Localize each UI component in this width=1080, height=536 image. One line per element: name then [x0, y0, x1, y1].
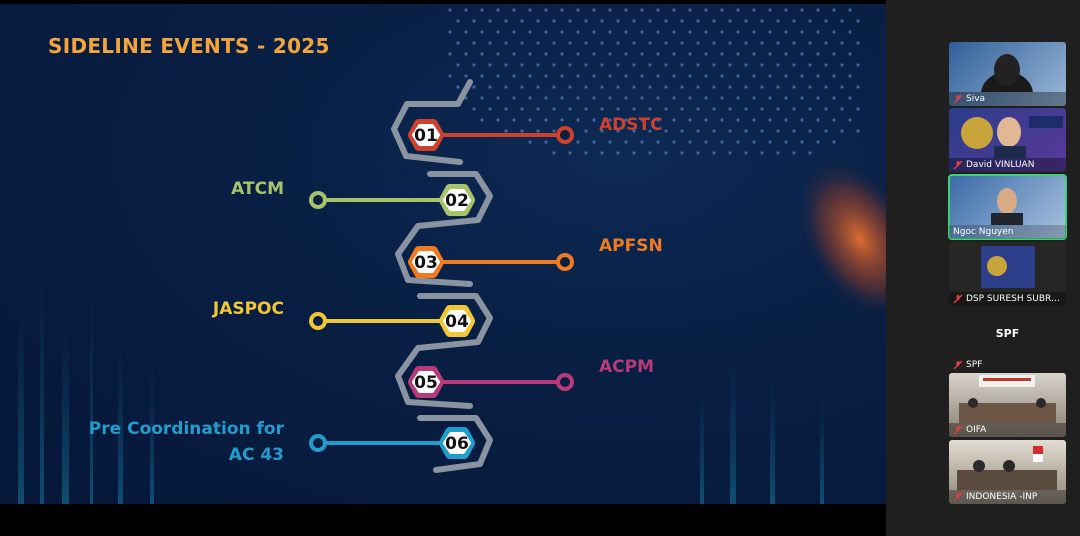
- mic-off-icon: [953, 94, 963, 104]
- participant-name: Siva: [966, 94, 986, 104]
- participant-name: INDONESIA -INP: [966, 492, 1038, 502]
- video-feed: [981, 246, 1035, 288]
- participant-tile-indonesia-inp[interactable]: INDONESIA -INP: [949, 440, 1066, 504]
- event-end-point: [309, 191, 327, 209]
- event-end-point: [556, 373, 574, 391]
- participant-name: OIFA: [966, 425, 987, 435]
- video-feed: [991, 188, 1023, 225]
- participant-tile-oifa[interactable]: OIFA: [949, 373, 1066, 437]
- participant-namebar: Siva: [949, 92, 1066, 106]
- timeline-graphic: 01 02 03 04 05 06: [309, 79, 574, 473]
- event-label-apfsn: APFSN: [599, 236, 663, 256]
- participant-name: SPF: [966, 360, 983, 370]
- event-node-06: [309, 427, 475, 459]
- participant-namebar: Ngoc Nguyen: [949, 225, 1066, 239]
- event-number: 01: [414, 126, 438, 146]
- participant-name: David VINLUAN: [966, 160, 1035, 170]
- participant-namebar: DSP SURESH SUBRAM...: [949, 292, 1066, 306]
- video-feed: [981, 54, 1033, 92]
- shared-slide: SIDELINE EVENTS - 2025: [0, 4, 886, 504]
- mic-off-icon: [953, 425, 963, 435]
- mic-off-icon: [953, 492, 963, 502]
- event-end-point: [309, 434, 327, 452]
- event-label-jaspoc: JASPOC: [212, 299, 284, 319]
- video-feed: [957, 446, 1057, 490]
- event-label-pre-coordination: Pre Coordination for AC 43: [84, 416, 284, 468]
- event-end-point: [556, 126, 574, 144]
- timeline-connector: [395, 171, 493, 287]
- participant-tile-dsp-suresh[interactable]: DSP SURESH SUBRAM...: [949, 242, 1066, 306]
- event-number: 03: [414, 253, 438, 273]
- event-node-02: [309, 184, 475, 216]
- participant-name: DSP SURESH SUBRAM...: [966, 294, 1066, 304]
- participant-tile-david-vinluan[interactable]: David VINLUAN: [949, 108, 1066, 172]
- slide-title: SIDELINE EVENTS - 2025: [48, 34, 330, 58]
- event-number: 06: [445, 434, 469, 454]
- event-end-point: [556, 253, 574, 271]
- participant-display-name: SPF: [995, 326, 1020, 340]
- mic-off-icon: [953, 294, 963, 304]
- participant-tile-ngoc-nguyen[interactable]: Ngoc Nguyen: [948, 174, 1067, 240]
- event-node-04: [309, 305, 475, 337]
- participant-tile-spf[interactable]: SPF SPF: [949, 308, 1066, 372]
- participant-tile-siva[interactable]: Siva: [949, 42, 1066, 106]
- timeline-connector: [395, 293, 493, 409]
- participant-name: Ngoc Nguyen: [953, 227, 1014, 237]
- participant-namebar: David VINLUAN: [949, 158, 1066, 172]
- event-label-line: Pre Coordination for: [88, 419, 284, 439]
- event-number: 04: [445, 312, 469, 332]
- event-node-01: [408, 119, 574, 151]
- mic-off-icon: [953, 360, 963, 370]
- participant-namebar: SPF: [949, 358, 1066, 372]
- event-label-adstc: ADSTC: [599, 115, 663, 135]
- video-feed: [959, 375, 1056, 423]
- event-label-line: AC 43: [228, 445, 284, 465]
- event-number: 05: [414, 373, 438, 393]
- participant-namebar: OIFA: [949, 423, 1066, 437]
- event-node-05: [408, 366, 574, 398]
- event-end-point: [309, 312, 327, 330]
- event-number: 02: [445, 191, 469, 211]
- video-feed: [961, 116, 1063, 158]
- mic-off-icon: [953, 160, 963, 170]
- slide-background: [18, 8, 886, 504]
- timeline-connector: [391, 79, 473, 165]
- participant-namebar: INDONESIA -INP: [949, 490, 1066, 504]
- timeline-connector: [417, 415, 493, 473]
- event-node-03: [408, 246, 574, 278]
- event-label-atcm: ATCM: [231, 179, 284, 199]
- event-label-acpm: ACPM: [599, 357, 655, 377]
